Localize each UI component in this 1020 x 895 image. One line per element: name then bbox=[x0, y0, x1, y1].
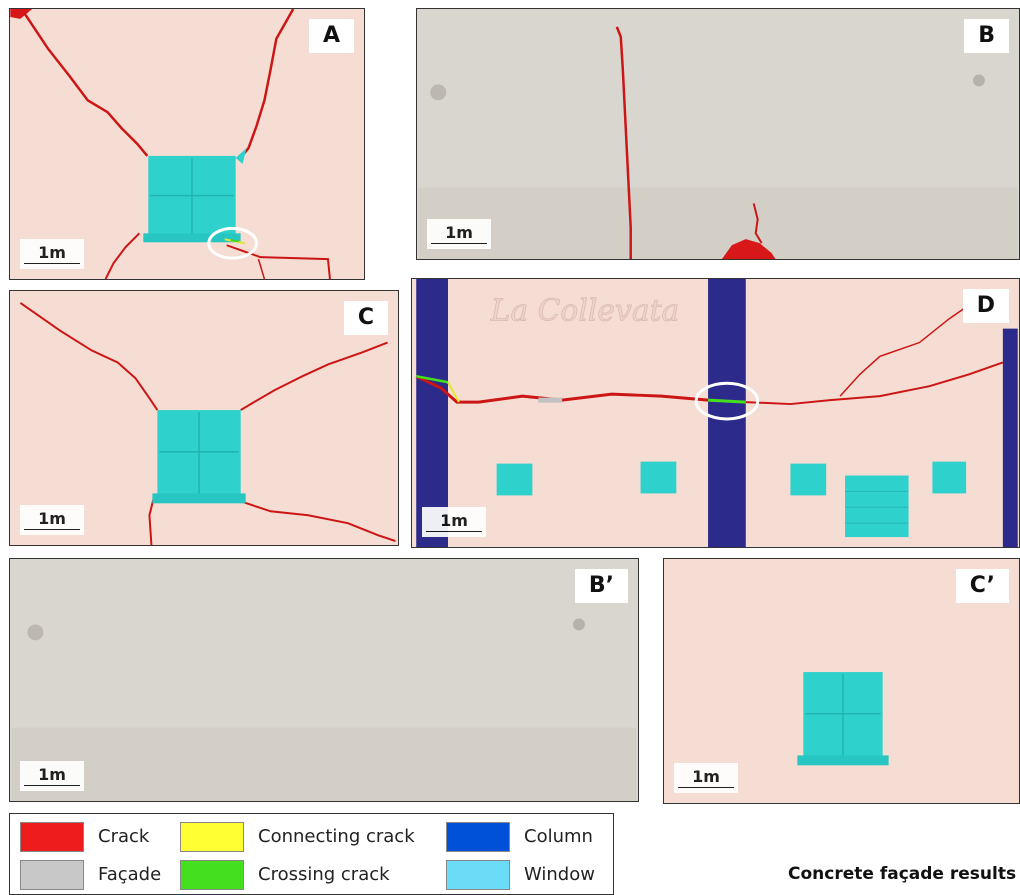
legend-swatch-connecting-crack bbox=[180, 822, 244, 852]
panel-c-prime: C’ 1m bbox=[663, 558, 1020, 804]
panel-b-label: B bbox=[964, 19, 1009, 53]
legend-label-column: Column bbox=[524, 826, 593, 847]
panel-c-prime-scale-text: 1m bbox=[692, 767, 720, 786]
panel-b-prime: B’ 1m bbox=[9, 558, 639, 802]
panel-d-scale-bar: 1m bbox=[422, 507, 486, 537]
panel-c-prime-scale-bar: 1m bbox=[674, 763, 738, 793]
legend-swatch-facade bbox=[20, 860, 84, 890]
legend-swatch-crossing-crack bbox=[180, 860, 244, 890]
legend: Crack Façade Connecting crack Crossing c… bbox=[9, 813, 614, 895]
panel-c-scale-text: 1m bbox=[38, 509, 66, 528]
legend-swatch-window bbox=[446, 860, 510, 890]
panel-a-label: A bbox=[308, 19, 354, 53]
panel-a: A 1m bbox=[9, 8, 365, 280]
legend-swatch-crack bbox=[20, 822, 84, 852]
panel-b-image bbox=[418, 26, 1018, 259]
legend-label-window: Window bbox=[524, 864, 595, 885]
panel-b-scale-bar: 1m bbox=[427, 219, 491, 249]
panel-d-image: La Collevata bbox=[415, 279, 1018, 547]
panel-c-prime-label: C’ bbox=[955, 569, 1009, 603]
caption: Concrete façade results bbox=[788, 864, 1017, 884]
panel-c-label: C bbox=[343, 301, 388, 335]
panel-d-sign-text: La Collevata bbox=[490, 294, 680, 329]
panel-d: La Collevata D 1m bbox=[411, 278, 1020, 548]
panel-c-image bbox=[19, 302, 396, 545]
legend-label-crossing-crack: Crossing crack bbox=[258, 864, 390, 885]
panel-a-scale-text: 1m bbox=[38, 243, 66, 262]
panel-b-prime-scale-text: 1m bbox=[38, 765, 66, 784]
legend-label-facade: Façade bbox=[98, 864, 162, 885]
legend-label-crack: Crack bbox=[98, 826, 150, 847]
legend-swatch-column bbox=[446, 822, 510, 852]
panel-d-scale-text: 1m bbox=[440, 511, 468, 530]
legend-label-connecting-crack: Connecting crack bbox=[258, 826, 415, 847]
panel-c: C 1m bbox=[9, 290, 399, 546]
panel-b-scale-text: 1m bbox=[445, 223, 473, 242]
panel-a-scale-bar: 1m bbox=[20, 239, 84, 269]
panel-d-label: D bbox=[962, 289, 1009, 323]
panel-b-prime-image bbox=[11, 618, 637, 801]
panel-b-prime-label: B’ bbox=[574, 569, 628, 603]
panel-a-image bbox=[10, 9, 331, 279]
panel-c-prime-image bbox=[797, 672, 889, 766]
panel-b-prime-scale-bar: 1m bbox=[20, 761, 84, 791]
panel-c-scale-bar: 1m bbox=[20, 505, 84, 535]
panel-b: B 1m bbox=[416, 8, 1020, 260]
